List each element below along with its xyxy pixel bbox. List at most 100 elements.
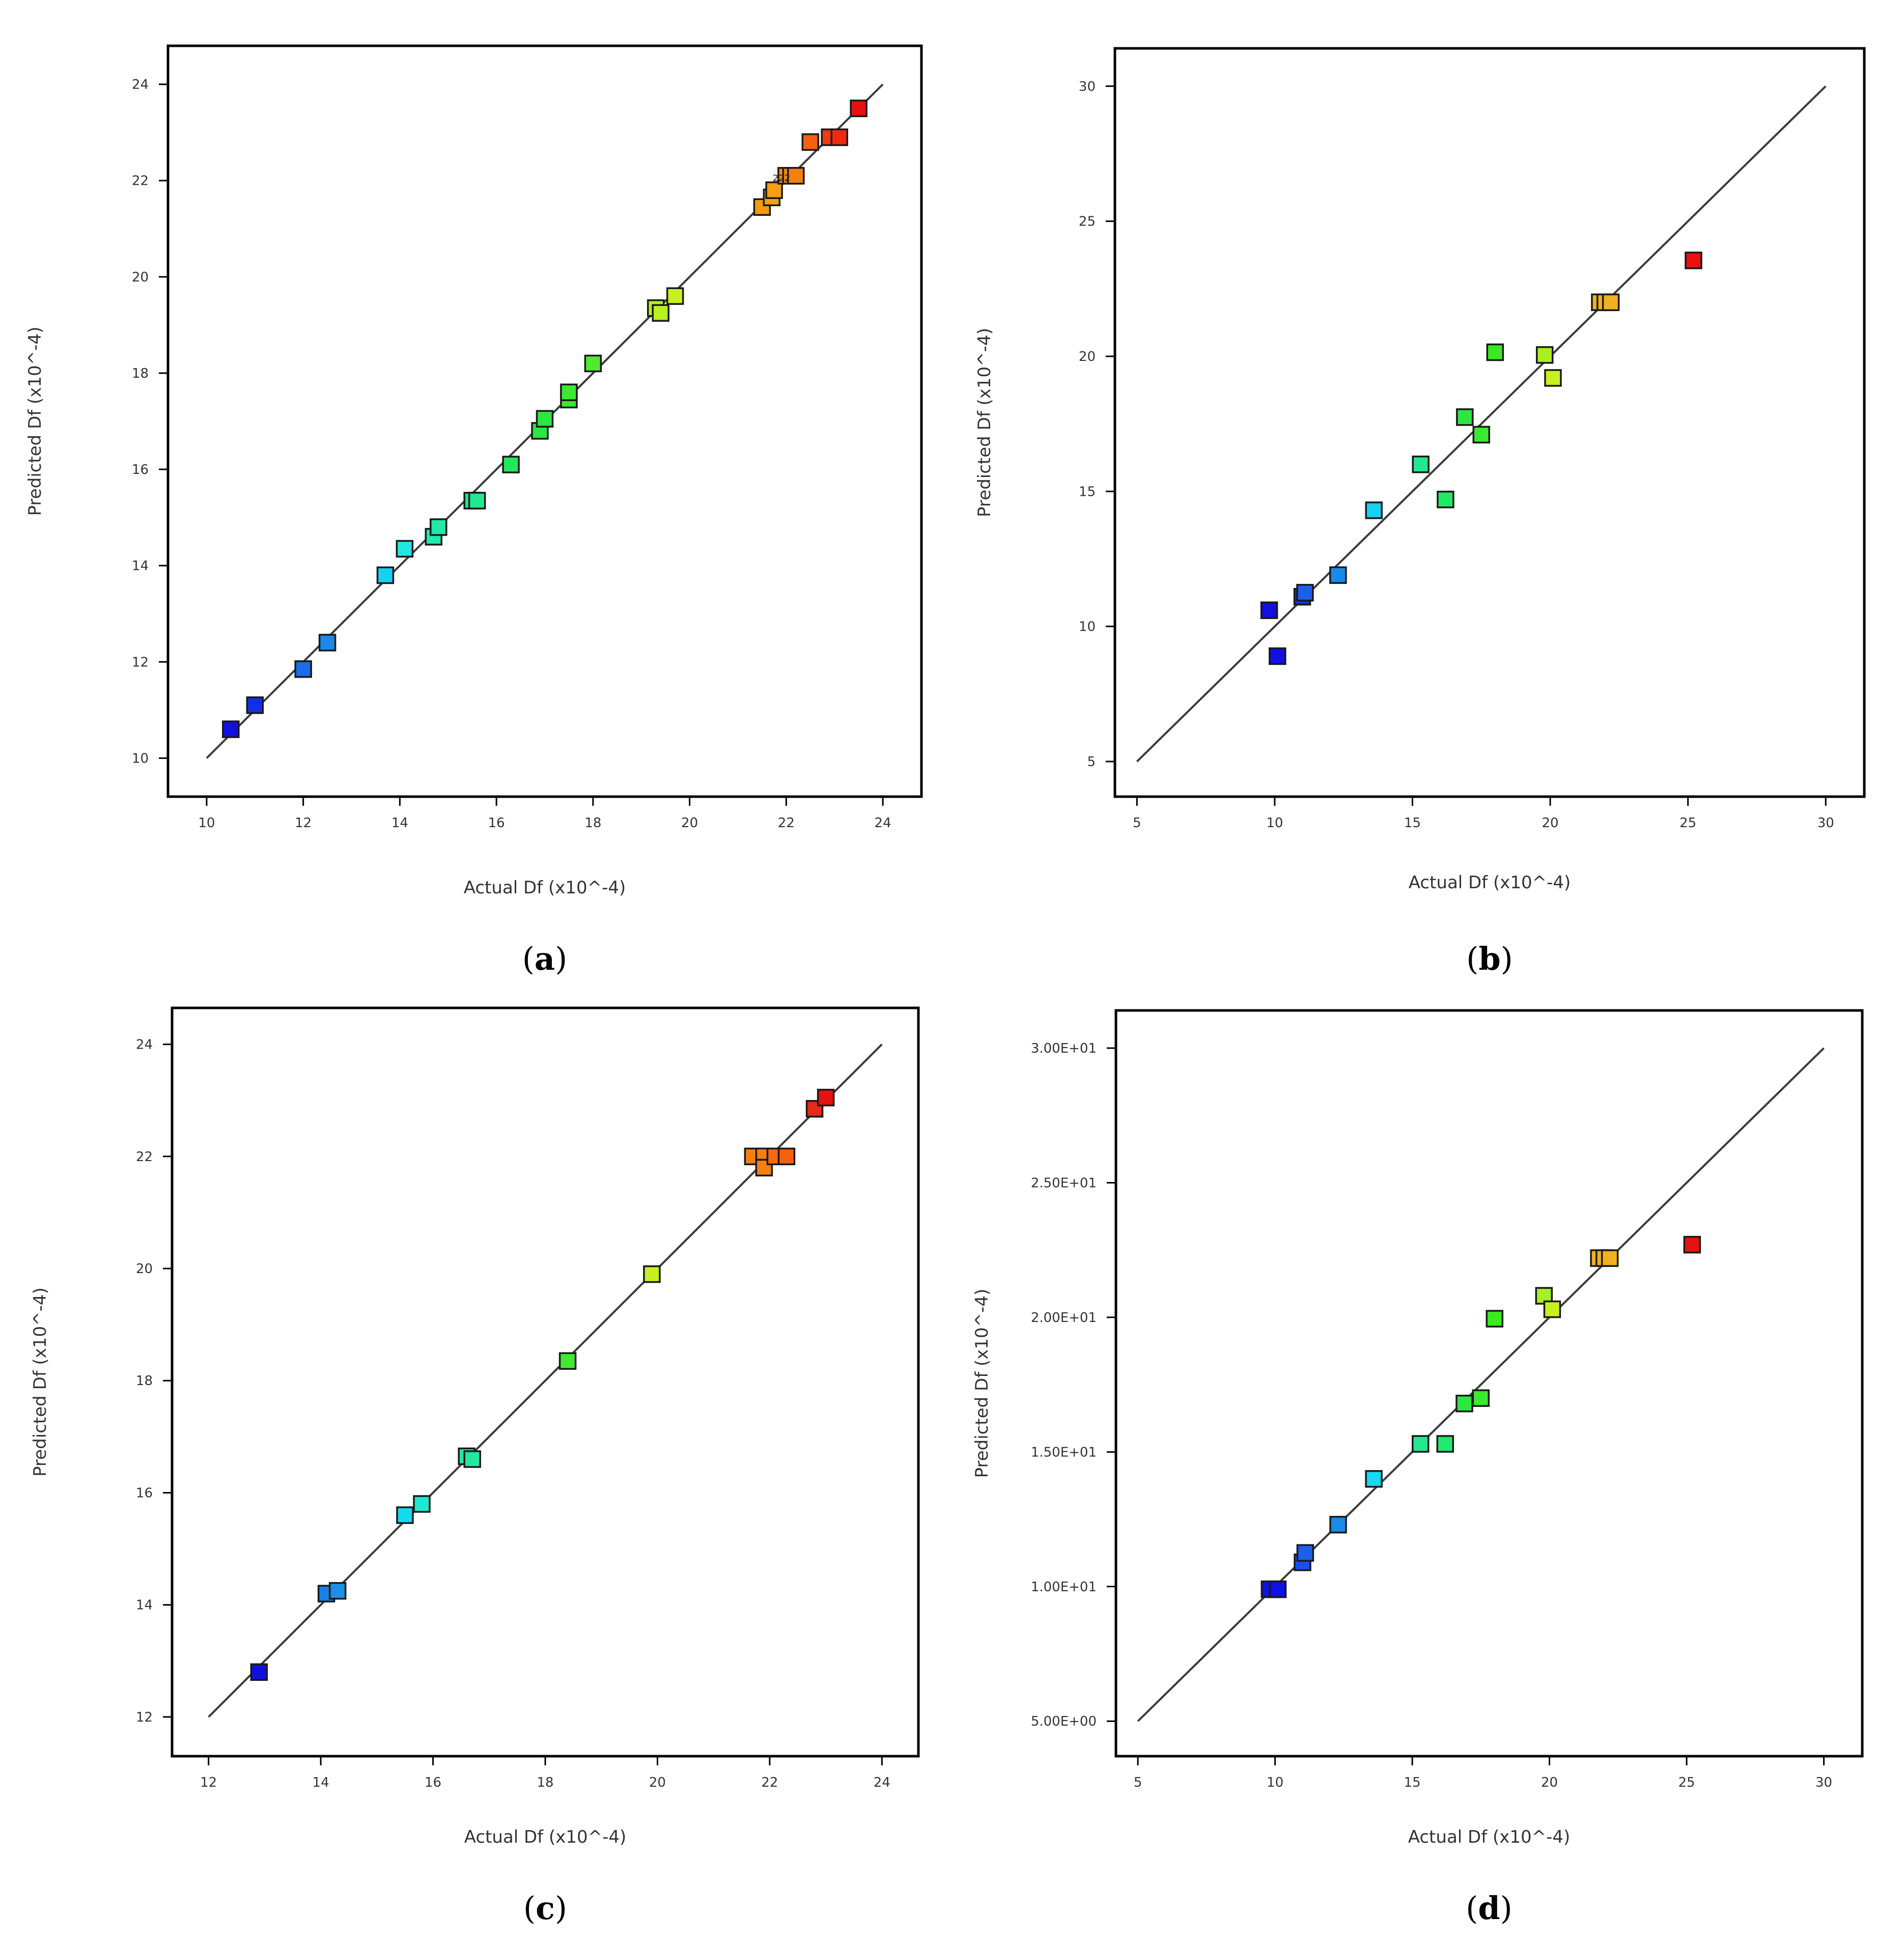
x-tick-label: 25 [1678,1775,1695,1790]
data-point [1685,251,1702,269]
data-point [536,410,554,428]
data-point [1269,647,1286,665]
data-point [1365,501,1383,519]
data-point [1486,1310,1504,1328]
y-tick-label: 12 [136,1710,153,1725]
data-point [1412,456,1430,473]
data-point [777,1147,796,1166]
panel-label: (b) [1466,940,1513,977]
y-tick-label: 14 [132,558,149,574]
y-tick-label: 10 [1079,619,1096,635]
data-point [850,99,867,118]
data-point [560,383,578,402]
panel-label: (c) [523,1890,567,1927]
data-point [1472,1389,1490,1407]
x-tick-label: 18 [537,1775,553,1790]
panel-label-letter: d [1478,1890,1500,1927]
data-point [765,181,783,199]
data-point [1296,1544,1314,1562]
fit-reference-line [208,1044,883,1718]
panel-label-letter: b [1478,940,1500,977]
x-tick-label: 10 [1266,815,1283,831]
data-point [463,1450,481,1468]
fit-reference-line [1136,85,1827,763]
data-point [1269,1580,1287,1598]
data-point [1683,1235,1701,1254]
data-point [787,167,805,185]
panel-a: 10 12 14 16 18 20 22 24 10 12 14 16 18 20 22 24 222 Actua… [25,44,923,977]
data-point [468,492,486,510]
x-tick-label: 30 [1817,815,1834,831]
panel-label-letter: c [536,1890,555,1927]
data-point [817,1088,835,1107]
data-point [246,696,264,714]
y-tick-label: 16 [136,1485,153,1501]
data-point [830,128,848,146]
y-tick-label: 24 [136,1037,153,1053]
x-tick-label: 12 [295,815,312,831]
y-axis-title: Predicted Df (x10^-4) [25,327,45,516]
data-point [396,1506,414,1524]
data-point [396,540,414,558]
x-tick-label: 24 [874,1775,890,1790]
data-point [1472,426,1491,444]
data-point [1543,1300,1561,1318]
data-point [430,518,447,536]
data-point [643,1265,661,1283]
y-tick-label: 20 [1079,349,1096,364]
data-point [1437,490,1454,509]
x-tick-label: 15 [1404,1775,1421,1790]
data-point [294,660,312,678]
x-axis-title: Actual Df (x10^-4) [464,1827,627,1847]
panel-label-letter: a [535,940,555,977]
y-tick-label: 22 [132,174,149,189]
data-point [1486,343,1504,361]
data-point [318,634,337,652]
x-tick-label: 16 [488,815,505,831]
y-tick-label: 2.50E+01 [1031,1175,1097,1191]
data-point [584,354,602,373]
x-tick-label: 15 [1404,815,1421,831]
x-tick-label: 12 [200,1775,217,1790]
x-tick-label: 22 [778,815,795,831]
data-point [1329,1515,1347,1534]
y-tick-label: 18 [132,366,149,381]
data-point [1260,601,1278,619]
y-tick-label: 3.00E+01 [1031,1041,1097,1056]
y-tick-label: 20 [136,1261,153,1277]
x-tick-label: 14 [391,815,408,831]
y-axis-title: Predicted Df (x10^-4) [974,328,995,517]
data-point [1436,1435,1454,1453]
x-tick-label: 18 [584,815,601,831]
plot-frame [1114,1009,1864,1758]
data-point [1602,293,1620,312]
x-tick-label: 10 [1267,1775,1283,1790]
x-axis-title: Actual Df (x10^-4) [464,878,626,898]
data-point [1329,566,1347,584]
x-tick-label: 5 [1134,1775,1142,1790]
data-point [1412,1435,1430,1453]
x-tick-label: 20 [1542,815,1559,831]
y-tick-label: 1.50E+01 [1031,1445,1097,1460]
y-tick-label: 10 [132,751,149,766]
y-tick-label: 5.00E+00 [1031,1714,1097,1729]
y-tick-label: 14 [136,1598,153,1613]
y-tick-label: 18 [136,1373,153,1389]
data-point [1455,1394,1473,1413]
data-point [250,1663,268,1681]
x-tick-label: 5 [1133,815,1141,831]
data-point [376,566,395,584]
y-tick-label: 20 [132,270,149,285]
fit-reference-line [1137,1047,1825,1722]
panel-c: 12 14 16 18 20 22 24 12 14 16 18 20 22 24 Actual Df (x… [30,1006,920,1927]
x-tick-label: 10 [198,815,215,831]
y-tick-label: 24 [132,77,149,93]
x-tick-label: 24 [875,815,891,831]
data-point [801,133,820,151]
x-tick-label: 20 [649,1775,666,1790]
y-tick-label: 15 [1079,484,1096,499]
x-axis-title: Actual Df (x10^-4) [1409,872,1571,893]
x-tick-label: 20 [681,815,698,831]
y-axis-title: Predicted Df (x10^-4) [972,1289,992,1478]
x-tick-label: 22 [761,1775,778,1790]
